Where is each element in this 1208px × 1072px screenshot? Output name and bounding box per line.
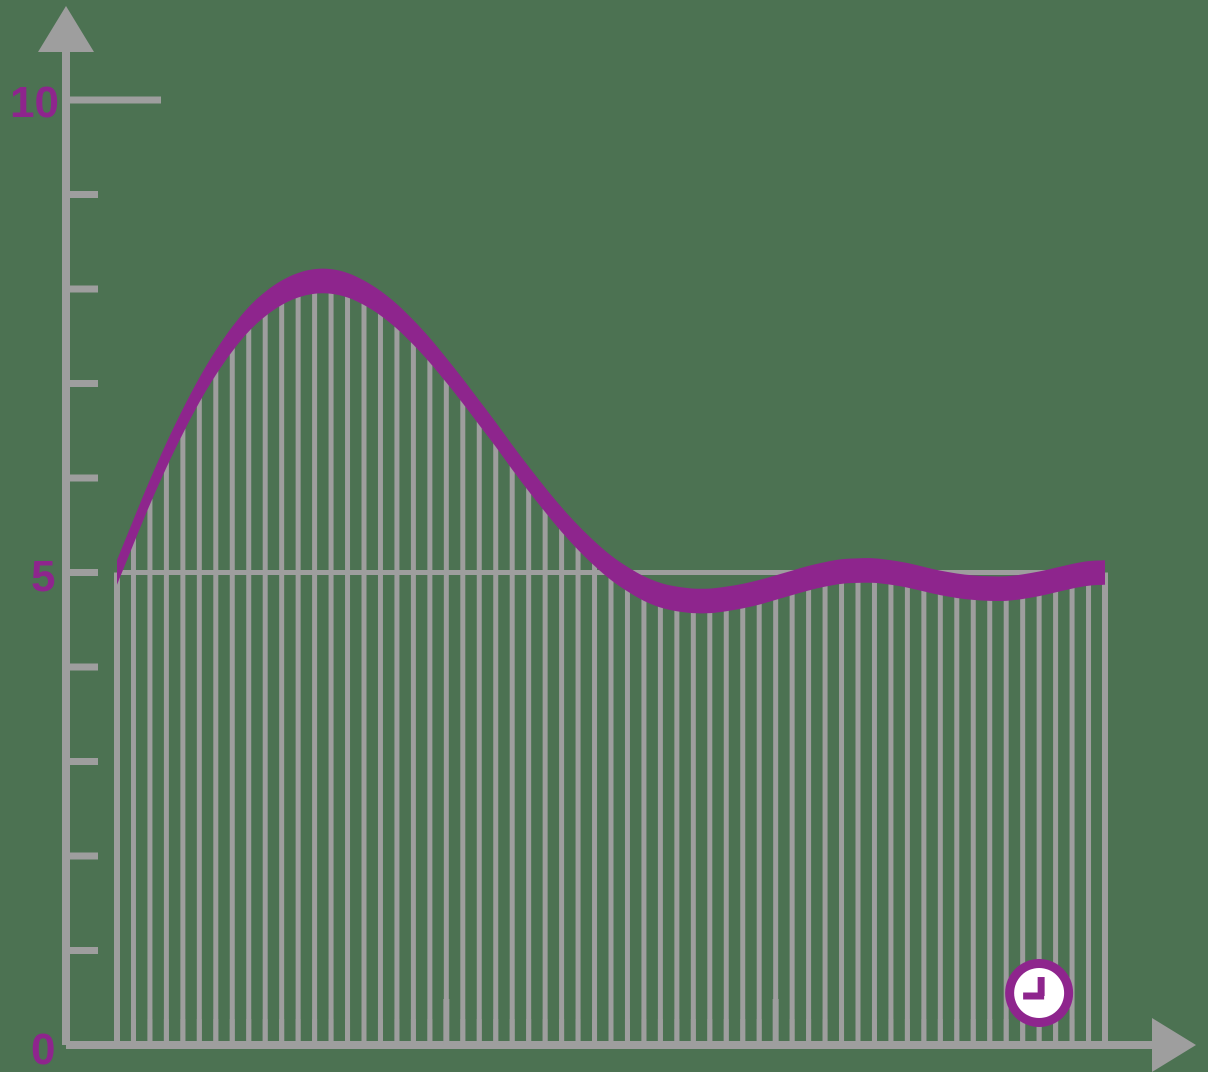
arrow-right-icon [1152,1018,1196,1072]
y-tick-label-5: 5 [31,552,55,601]
y-axis-ticks [66,96,161,954]
stem-lines-group [130,281,1092,1045]
clock-badge[interactable] [1005,959,1074,1028]
arrow-up-icon [38,6,94,52]
y-tick-label-0: 0 [31,1025,55,1072]
series-band [117,268,1105,614]
y-tick-label-10: 10 [10,78,59,127]
